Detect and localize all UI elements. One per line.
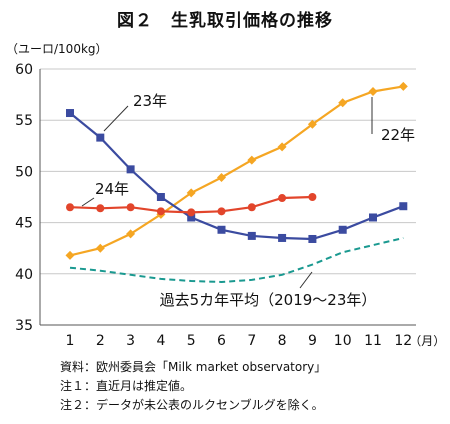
- x-tick-label: 3: [126, 333, 135, 349]
- data-point-1: [278, 233, 287, 242]
- data-point-0: [95, 243, 105, 253]
- data-point-0: [186, 188, 196, 198]
- data-point-1: [338, 225, 347, 234]
- data-point-2: [66, 203, 74, 212]
- note-1: 注１：直近月は推定値。: [60, 379, 193, 393]
- x-tick-label: 7: [247, 333, 256, 349]
- data-point-2: [187, 208, 196, 217]
- y-tick-label: 40: [15, 267, 33, 283]
- data-point-0: [398, 81, 408, 91]
- y-tick-label: 35: [15, 318, 33, 334]
- y-tick-label: 60: [15, 62, 33, 78]
- data-point-2: [126, 203, 135, 212]
- x-tick-label: 6: [217, 333, 226, 349]
- x-tick-label: 5: [187, 333, 196, 349]
- x-tick-label: 1: [66, 333, 75, 349]
- series-line-0: [69, 85, 404, 257]
- data-point-1: [369, 213, 377, 222]
- annotation-24: 24年: [95, 180, 129, 198]
- x-axis-unit: （月）: [409, 334, 445, 348]
- leader-line: [103, 105, 129, 132]
- data-point-1: [217, 225, 226, 234]
- data-point-0: [307, 119, 317, 129]
- data-point-1: [66, 109, 74, 118]
- y-axis-label: （ユーロ/100kg）: [6, 42, 108, 56]
- x-tick-label: 11: [364, 333, 382, 349]
- series-line-1: [69, 112, 404, 241]
- data-point-1: [308, 234, 317, 243]
- data-point-1: [399, 202, 408, 211]
- x-tick-label: 8: [278, 333, 287, 349]
- data-point-0: [65, 250, 75, 260]
- data-point-1: [187, 213, 196, 222]
- data-point-0: [277, 142, 287, 152]
- data-point-0: [126, 229, 136, 239]
- y-tick-label: 45: [15, 216, 33, 232]
- data-point-2: [308, 193, 317, 201]
- chart-title: 図２ 生乳取引価格の推移: [117, 11, 333, 31]
- note-source: 資料：欧州委員会「Milk market observatory」: [60, 360, 327, 374]
- x-tick-label: 12: [394, 333, 412, 349]
- data-point-0: [247, 155, 257, 165]
- x-tick-label: 9: [308, 333, 317, 349]
- leader-line: [81, 197, 95, 207]
- annotation-5yr-avg: 過去5カ年平均（2019～23年）: [160, 291, 377, 309]
- data-point-1: [247, 231, 256, 240]
- data-point-1: [156, 193, 165, 201]
- data-point-2: [217, 207, 226, 216]
- leader-line: [299, 271, 313, 289]
- data-point-2: [156, 207, 165, 216]
- data-point-1: [96, 133, 105, 142]
- data-point-0: [368, 87, 378, 97]
- series-line-3: [69, 237, 404, 284]
- x-tick-label: 10: [334, 333, 352, 349]
- data-point-2: [247, 203, 256, 212]
- data-point-0: [217, 173, 226, 183]
- note-2: 注２：データが未公表のルクセンブルグを除く。: [60, 398, 324, 412]
- data-point-0: [338, 98, 348, 108]
- chart-notes: 資料：欧州委員会「Milk market observatory」 注１：直近月…: [60, 358, 326, 415]
- y-tick-label: 50: [15, 164, 33, 180]
- data-point-1: [126, 165, 135, 174]
- annotation-22: 22年: [381, 126, 415, 144]
- x-tick-label: 2: [96, 333, 105, 349]
- data-point-2: [96, 204, 105, 213]
- x-tick-label: 4: [156, 333, 165, 349]
- annotation-23: 23年: [133, 92, 167, 110]
- y-tick-label: 55: [15, 113, 33, 129]
- data-point-2: [278, 194, 287, 203]
